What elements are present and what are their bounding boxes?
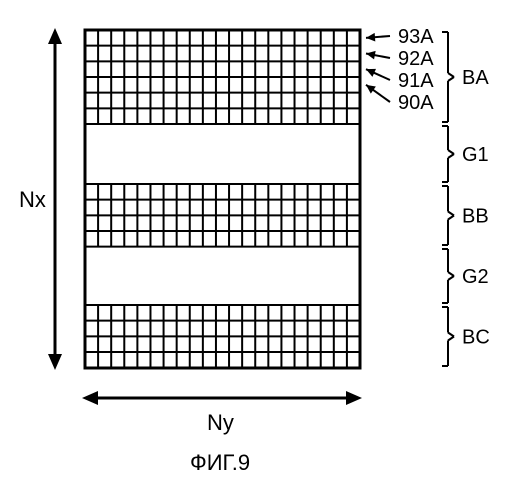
pointer-label: 92A	[398, 48, 434, 70]
bracket-label: BB	[462, 206, 489, 228]
bracket	[448, 216, 454, 220]
bracket	[448, 77, 454, 81]
pointer-arrowhead	[366, 51, 376, 60]
bracket	[448, 154, 454, 158]
arrowhead	[48, 28, 62, 44]
arrowhead	[48, 354, 62, 370]
bracket	[448, 276, 454, 280]
arrowhead	[82, 391, 98, 405]
bracket	[448, 337, 454, 341]
pointer-arrowhead	[366, 33, 375, 42]
arrowhead	[346, 391, 362, 405]
figure-caption: ФИГ.9	[190, 450, 250, 475]
axis-h-label: Ny	[207, 410, 234, 435]
bracket-label: G2	[462, 266, 489, 288]
pointer-label: 91A	[398, 70, 434, 92]
bracket-label: BA	[462, 67, 489, 89]
axis-v-label: Nx	[19, 187, 46, 212]
pointer-label: 90A	[398, 92, 434, 114]
pointer-arrowhead	[366, 85, 376, 94]
pointer-label: 93A	[398, 26, 434, 48]
bracket-label: G1	[462, 144, 489, 166]
bracket-label: BC	[462, 327, 490, 349]
